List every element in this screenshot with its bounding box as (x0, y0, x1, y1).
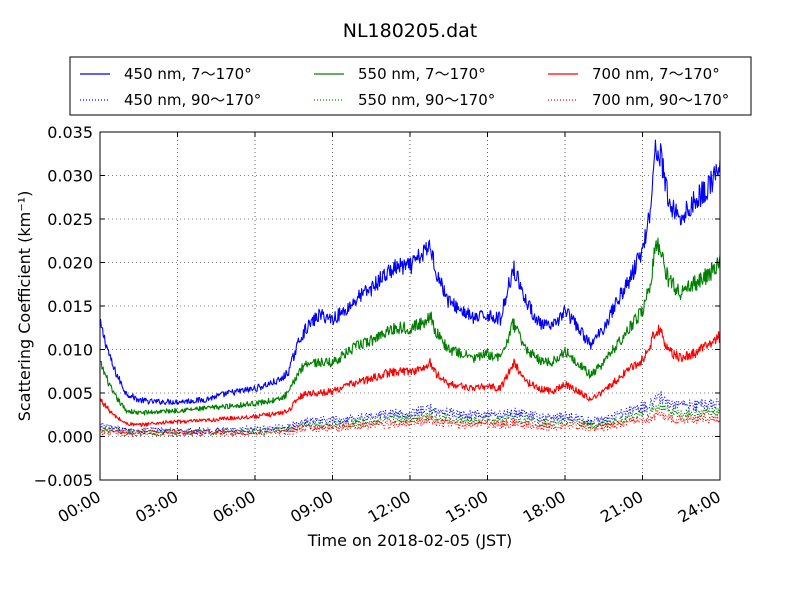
x-tick-label: 03:00 (132, 487, 181, 527)
y-tick-label: 0.020 (47, 254, 93, 273)
legend-label: 450 nm, 7～170° (124, 65, 252, 83)
x-tick-label: 21:00 (597, 487, 646, 527)
y-tick-label: 0.030 (47, 167, 93, 186)
x-tick-label: 18:00 (520, 487, 569, 527)
y-axis-title: Scattering Coefficient (km⁻¹) (15, 191, 34, 422)
legend-label: 550 nm, 7～170° (358, 65, 486, 83)
y-tick-label: 0.005 (47, 384, 93, 403)
x-tick-label: 24:00 (675, 487, 724, 527)
legend-label: 700 nm, 7～170° (592, 65, 720, 83)
y-tick-label: 0.025 (47, 210, 93, 229)
series-line-1 (99, 237, 721, 416)
legend: 450 nm, 7～170° 550 nm, 7～170° 700 nm, 7～17… (69, 56, 752, 116)
legend-frame (69, 56, 752, 116)
y-axis: −0.005 0.000 0.005 0.010 0.015 0.020 0.025 0.03… (34, 123, 720, 490)
series-line-5 (99, 410, 721, 438)
series-line-0 (99, 139, 721, 406)
chart-title: NL180205.dat (343, 20, 478, 42)
x-tick-label: 15:00 (442, 487, 491, 527)
x-tick-label: 00:00 (55, 487, 104, 527)
x-axis-title: Time on 2018-02-05 (JST) (307, 531, 512, 550)
legend-label: 700 nm, 90～170° (592, 91, 729, 109)
legend-label: 550 nm, 90～170° (358, 91, 495, 109)
y-tick-label: 0.035 (47, 123, 93, 142)
x-axis: 00:00 03:00 06:00 09:00 12:00 15:00 18:00 21:00… (55, 132, 724, 527)
y-tick-label: 0.015 (47, 297, 93, 316)
series-layer (99, 139, 721, 438)
y-tick-label: 0.000 (47, 428, 93, 447)
series-line-2 (99, 324, 721, 428)
series-line-4 (99, 402, 721, 437)
grid (100, 132, 720, 480)
x-tick-label: 06:00 (210, 487, 259, 527)
x-tick-label: 09:00 (287, 487, 336, 527)
legend-label: 450 nm, 90～170° (124, 91, 261, 109)
x-tick-label: 12:00 (365, 487, 414, 527)
y-tick-label: −0.005 (34, 471, 93, 490)
y-tick-label: 0.010 (47, 341, 93, 360)
